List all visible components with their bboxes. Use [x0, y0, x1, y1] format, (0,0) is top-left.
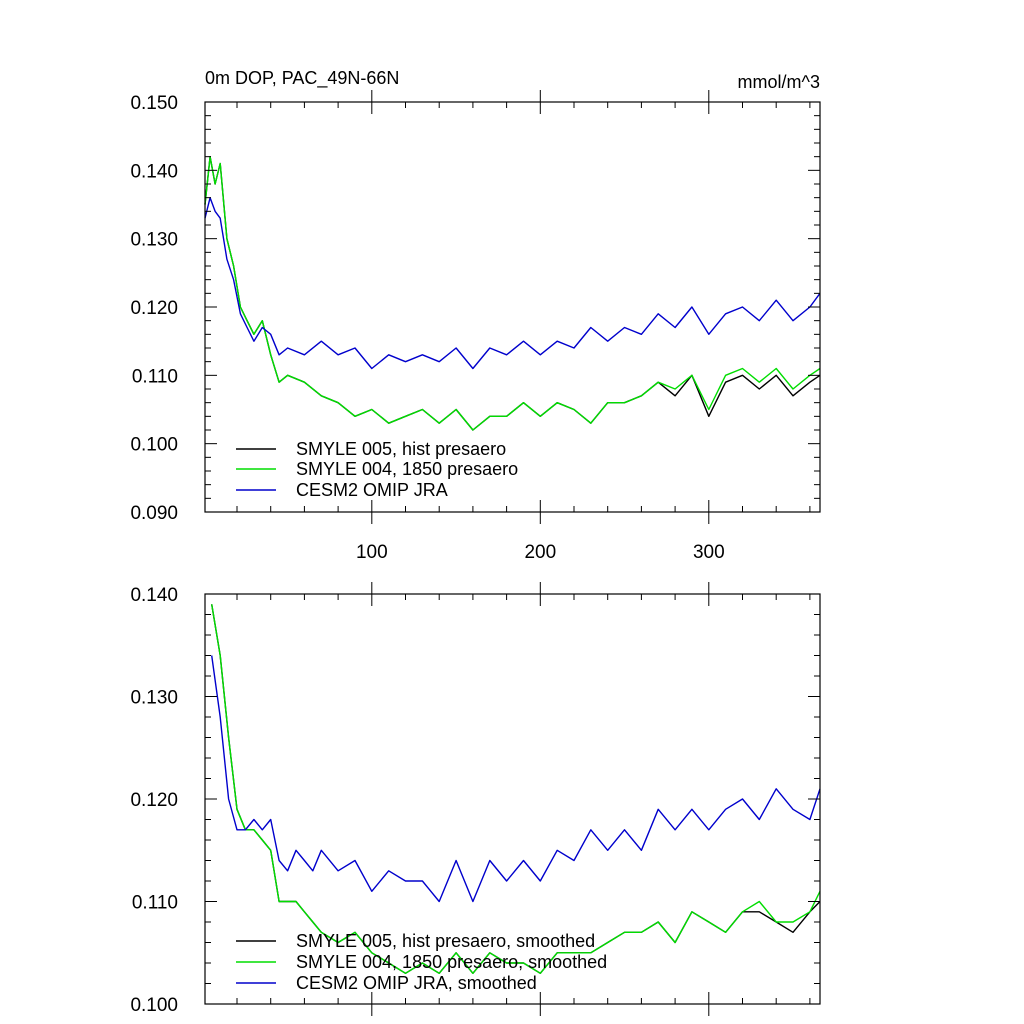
y-tick-label: 0.140: [130, 585, 178, 606]
bottom-panel: 0.100 0.110 0.120 0.130 0.140 SMYLE 005, his…: [130, 582, 821, 1016]
legend-label-0: SMYLE 005, hist presaero, smoothed: [296, 931, 595, 951]
y-tick-label: 0.150: [130, 93, 178, 114]
x-tick-label: 200: [524, 542, 556, 563]
legend-label-2: CESM2 OMIP JRA, smoothed: [296, 973, 537, 993]
y-tick-label: 0.100: [130, 435, 178, 456]
top-plot-frame: [204, 101, 821, 513]
x-tick-label: 100: [356, 542, 388, 563]
legend-label-1: SMYLE 004, 1850 presaero, smoothed: [296, 952, 607, 972]
top-legend: SMYLE 005, hist presaero SMYLE 004, 1850…: [236, 439, 518, 500]
series-line-0: [211, 604, 821, 974]
bottom-axes: 0.100 0.110 0.120 0.130 0.140: [130, 582, 820, 1016]
legend-label-2: CESM2 OMIP JRA: [296, 480, 448, 500]
legend-label-0: SMYLE 005, hist presaero: [296, 439, 506, 459]
series-line-0: [204, 155, 821, 431]
bottom-plot-frame: [204, 593, 821, 1005]
series-line-2: [211, 655, 821, 903]
top-axes: 0.090 0.100 0.110 0.120 0.130 0.140 0.150 100 20…: [130, 90, 820, 563]
y-tick-label: 0.110: [132, 366, 178, 387]
top-series-layer: [204, 155, 821, 431]
y-tick-label: 0.130: [130, 230, 178, 251]
y-tick-label: 0.140: [130, 161, 178, 182]
y-tick-label: 0.130: [130, 688, 178, 709]
top-panel-title: 0m DOP, PAC_49N-66N: [205, 68, 399, 89]
y-tick-label: 0.100: [130, 995, 178, 1016]
bottom-series-layer: [211, 604, 821, 974]
bottom-legend: SMYLE 005, hist presaero, smoothed SMYLE…: [236, 931, 607, 993]
series-line-2: [204, 196, 821, 370]
top-panel-units: mmol/m^3: [738, 72, 820, 92]
top-panel: 0m DOP, PAC_49N-66N mmol/m^3 0.0900.1000…: [130, 68, 821, 563]
legend-label-1: SMYLE 004, 1850 presaero: [296, 459, 518, 479]
y-tick-label: 0.110: [132, 893, 178, 914]
y-tick-label: 0.120: [130, 298, 178, 319]
y-tick-label: 0.120: [130, 790, 178, 811]
y-tick-label: 0.090: [130, 503, 178, 524]
x-tick-label: 300: [693, 542, 725, 563]
series-line-1: [204, 155, 821, 431]
series-line-1: [211, 604, 821, 974]
